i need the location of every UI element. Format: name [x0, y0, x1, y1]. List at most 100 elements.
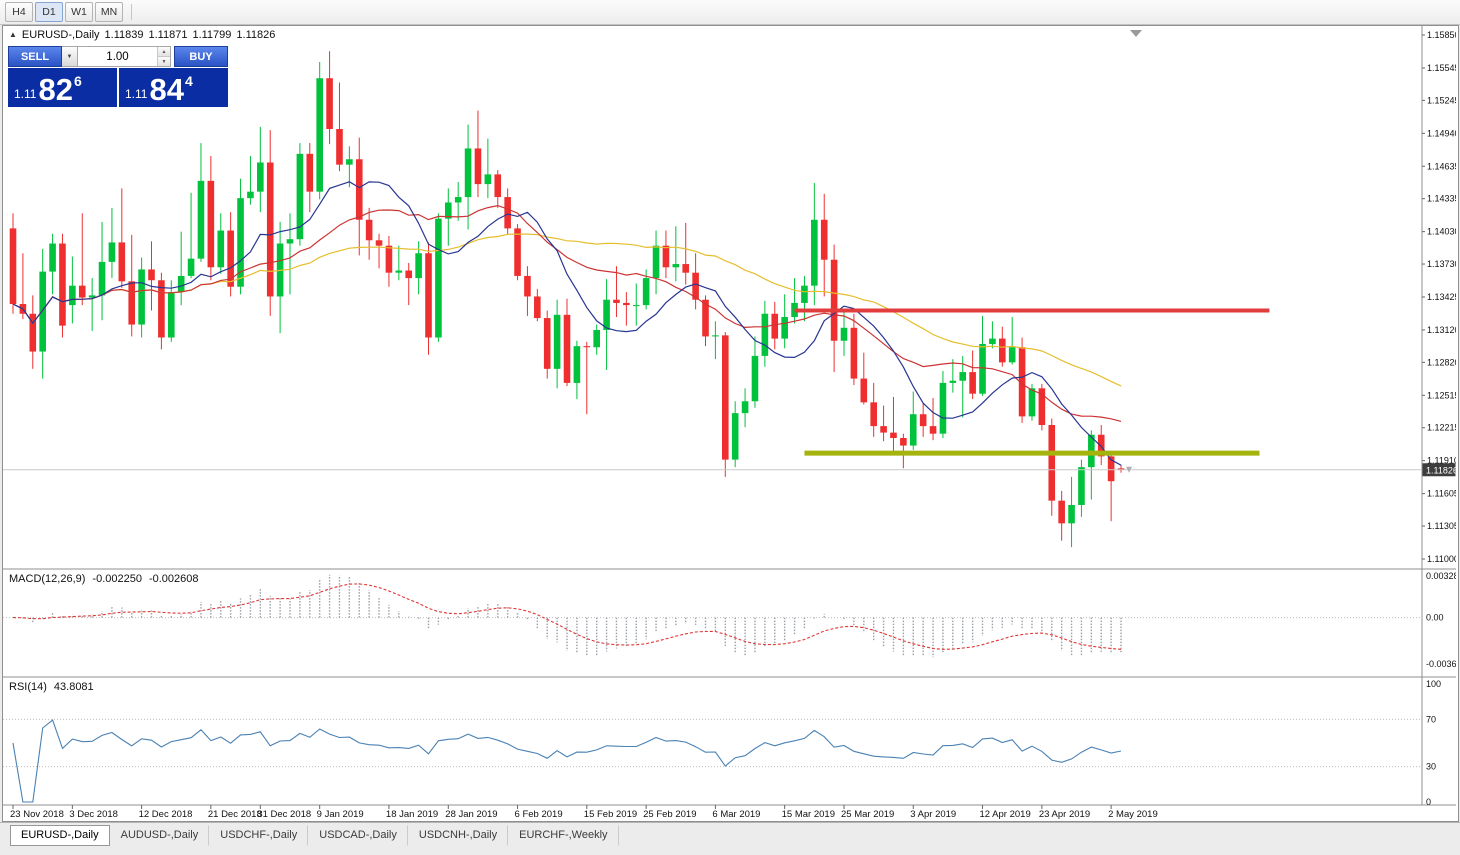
sell-price-big-digits: 82: [38, 72, 73, 107]
svg-text:1.11605: 1.11605: [1427, 489, 1456, 499]
sell-price-pipette: 6: [73, 73, 82, 89]
macd-signal-line: [12, 583, 1122, 650]
svg-text:1.11826: 1.11826: [1426, 465, 1456, 475]
chart-tab-bar: EURUSD-,Daily AUDUSD-,Daily USDCHF-,Dail…: [0, 822, 1460, 855]
buy-price-display[interactable]: 1.11 84 4: [119, 68, 228, 107]
macd-indicator-label: MACD(12,26,9) -0.002250 -0.002608: [9, 573, 199, 585]
svg-text:0.00: 0.00: [1426, 613, 1444, 623]
svg-text:12 Apr 2019: 12 Apr 2019: [980, 809, 1031, 819]
svg-text:3 Dec 2018: 3 Dec 2018: [69, 809, 118, 819]
one-click-trading-panel: SELL ▼ 1.00 ▲ ▼ BUY 1.11 82 6 1.11 84: [8, 46, 228, 107]
svg-text:1.14635: 1.14635: [1427, 161, 1456, 171]
timeframe-button-h4[interactable]: H4: [5, 2, 33, 22]
tab-usdchf-daily[interactable]: USDCHF-,Daily: [209, 825, 309, 846]
svg-text:6 Feb 2019: 6 Feb 2019: [515, 809, 563, 819]
svg-text:1.13730: 1.13730: [1427, 259, 1456, 269]
svg-text:1.14940: 1.14940: [1427, 128, 1456, 138]
buy-price-pipette: 4: [184, 73, 193, 89]
last-price-marker: [1126, 466, 1133, 473]
svg-text:2 May 2019: 2 May 2019: [1108, 809, 1158, 819]
svg-text:31 Dec 2018: 31 Dec 2018: [257, 809, 311, 819]
svg-text:1.12820: 1.12820: [1427, 357, 1456, 367]
rsi-name: RSI(14): [9, 681, 47, 693]
svg-text:15 Feb 2019: 15 Feb 2019: [584, 809, 637, 819]
toolbar-separator: [131, 4, 132, 20]
svg-text:23 Nov 2018: 23 Nov 2018: [10, 809, 64, 819]
chevron-down-icon: ▼: [66, 53, 73, 60]
rsi-value: 43.8081: [53, 681, 94, 693]
ohlc-close: 1.11826: [236, 29, 276, 41]
stepper-down-icon[interactable]: ▼: [158, 56, 170, 66]
svg-text:0.003282: 0.003282: [1426, 571, 1456, 581]
svg-text:25 Mar 2019: 25 Mar 2019: [841, 809, 894, 819]
one-click-collapse-icon[interactable]: ▲: [9, 30, 17, 39]
chart-window: 1.15850 1.15545 1.15245 1.14940 1.14635 1.143…: [2, 25, 1459, 822]
macd-axis: 0.003282 0.00 -0.00365: [1426, 571, 1456, 669]
svg-text:1.12515: 1.12515: [1427, 390, 1456, 400]
tab-eurchf-weekly[interactable]: EURCHF-,Weekly: [508, 825, 619, 846]
buy-price-prefix: 1.11: [125, 87, 148, 101]
svg-text:6 Mar 2019: 6 Mar 2019: [712, 809, 760, 819]
svg-text:1.11000: 1.11000: [1427, 554, 1456, 564]
svg-text:100: 100: [1426, 679, 1441, 689]
timeframe-button-w1[interactable]: W1: [65, 2, 93, 22]
macd-histogram: [22, 574, 1122, 658]
tab-eurusd-daily[interactable]: EURUSD-,Daily: [10, 825, 110, 846]
chart-shift-marker[interactable]: [1130, 30, 1142, 37]
volume-dropdown-button[interactable]: ▼: [62, 46, 78, 67]
candlestick-chart-canvas[interactable]: 1.15850 1.15545 1.15245 1.14940 1.14635 1.143…: [3, 26, 1456, 819]
stepper-up-icon[interactable]: ▲: [158, 47, 170, 56]
svg-text:1.15545: 1.15545: [1427, 63, 1456, 73]
ohlc-high: 1.11871: [148, 29, 188, 41]
rsi-axis: 100 70 30 0: [1426, 679, 1441, 807]
timeframe-toolbar: H4 D1 W1 MN: [0, 0, 1460, 25]
tab-audusd-daily[interactable]: AUDUSD-,Daily: [110, 825, 210, 846]
ohlc-open: 1.11839: [104, 29, 144, 41]
svg-text:1.11910: 1.11910: [1427, 456, 1456, 466]
svg-text:70: 70: [1426, 714, 1436, 724]
volume-box: 1.00 ▲ ▼: [78, 46, 171, 67]
svg-text:15 Mar 2019: 15 Mar 2019: [782, 809, 835, 819]
sell-button[interactable]: SELL: [8, 46, 62, 67]
date-axis: 23 Nov 2018 3 Dec 2018 12 Dec 2018 21 Dec 2…: [10, 805, 1158, 819]
svg-text:1.15245: 1.15245: [1427, 95, 1456, 105]
macd-signal-value: -0.002608: [148, 573, 199, 585]
volume-input[interactable]: 1.00: [106, 50, 129, 63]
timeframe-button-mn[interactable]: MN: [95, 2, 123, 22]
svg-text:1.14030: 1.14030: [1427, 227, 1456, 237]
macd-name: MACD(12,26,9): [9, 573, 86, 585]
sell-price-prefix: 1.11: [14, 87, 37, 101]
buy-button[interactable]: BUY: [174, 46, 228, 67]
ohlc-low: 1.11799: [192, 29, 232, 41]
chart-title: ▲ EURUSD-,Daily 1.11839 1.11871 1.11799 …: [9, 29, 275, 41]
svg-text:23 Apr 2019: 23 Apr 2019: [1039, 809, 1090, 819]
ma-fast-line: [12, 181, 1122, 466]
svg-text:1.12215: 1.12215: [1427, 423, 1456, 433]
macd-main-value: -0.002250: [92, 573, 142, 585]
svg-text:9 Jan 2019: 9 Jan 2019: [317, 809, 364, 819]
svg-text:1.14335: 1.14335: [1427, 194, 1456, 204]
timeframe-button-d1[interactable]: D1: [35, 2, 63, 22]
svg-text:28 Jan 2019: 28 Jan 2019: [445, 809, 497, 819]
svg-text:3 Apr 2019: 3 Apr 2019: [910, 809, 956, 819]
svg-text:1.11305: 1.11305: [1427, 521, 1456, 531]
svg-text:1.13425: 1.13425: [1427, 292, 1456, 302]
svg-text:-0.00365: -0.00365: [1426, 659, 1456, 669]
rsi-indicator-label: RSI(14) 43.8081: [9, 681, 94, 693]
sell-price-display[interactable]: 1.11 82 6: [8, 68, 117, 107]
buy-price-big-digits: 84: [149, 72, 184, 107]
ma-mid-line: [12, 204, 1122, 422]
svg-text:12 Dec 2018: 12 Dec 2018: [139, 809, 193, 819]
candles[interactable]: [9, 51, 1125, 548]
rsi-line: [12, 719, 1122, 803]
tab-usdcad-daily[interactable]: USDCAD-,Daily: [308, 825, 408, 846]
volume-stepper: ▲ ▼: [157, 47, 170, 66]
tab-usdcnh-daily[interactable]: USDCNH-,Daily: [408, 825, 509, 846]
svg-text:25 Feb 2019: 25 Feb 2019: [643, 809, 696, 819]
svg-text:0: 0: [1426, 797, 1431, 807]
price-axis: 1.15850 1.15545 1.15245 1.14940 1.14635 1.143…: [1422, 30, 1456, 564]
svg-text:30: 30: [1426, 762, 1436, 772]
bid-price-badge: 1.11826: [1422, 463, 1456, 477]
chart-frame: [3, 26, 1456, 806]
chart-symbol-label: EURUSD-,Daily: [21, 29, 100, 41]
